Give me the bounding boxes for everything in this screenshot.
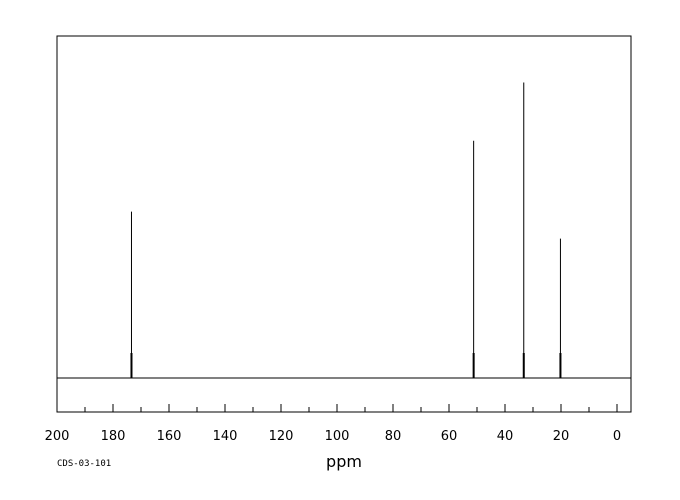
spectrum-id-label: CDS-03-101 <box>57 459 111 469</box>
x-axis-tick-label: 20 <box>553 429 570 444</box>
spectrum-peaks <box>130 82 562 378</box>
spectrum-peak <box>130 211 133 378</box>
x-axis-tick-label: 180 <box>101 429 126 444</box>
peak-base <box>559 353 562 378</box>
x-axis-tick-label: 60 <box>441 429 458 444</box>
peak-base <box>472 353 475 378</box>
x-axis-tick-label: 100 <box>325 429 350 444</box>
x-axis-label: ppm <box>326 452 362 471</box>
x-axis-tick-label: 160 <box>157 429 182 444</box>
peak-base <box>522 353 525 378</box>
x-axis-tick-label: 120 <box>269 429 294 444</box>
spectrum-peak <box>522 82 525 378</box>
spectrum-peak <box>472 140 475 378</box>
x-axis-tick-label: 80 <box>385 429 402 444</box>
peak-base <box>130 353 133 378</box>
x-axis-tick-labels: 200 180 160 140 120 100 80 60 40 20 0 <box>45 429 622 444</box>
x-axis-tick-label: 40 <box>497 429 514 444</box>
x-axis-ticks <box>56 404 618 412</box>
x-axis-tick-label: 0 <box>613 429 621 444</box>
x-axis-tick-label: 140 <box>213 429 238 444</box>
x-axis-tick-label: 200 <box>45 429 70 444</box>
plot-frame <box>56 35 632 413</box>
spectrum-peak <box>559 238 562 378</box>
